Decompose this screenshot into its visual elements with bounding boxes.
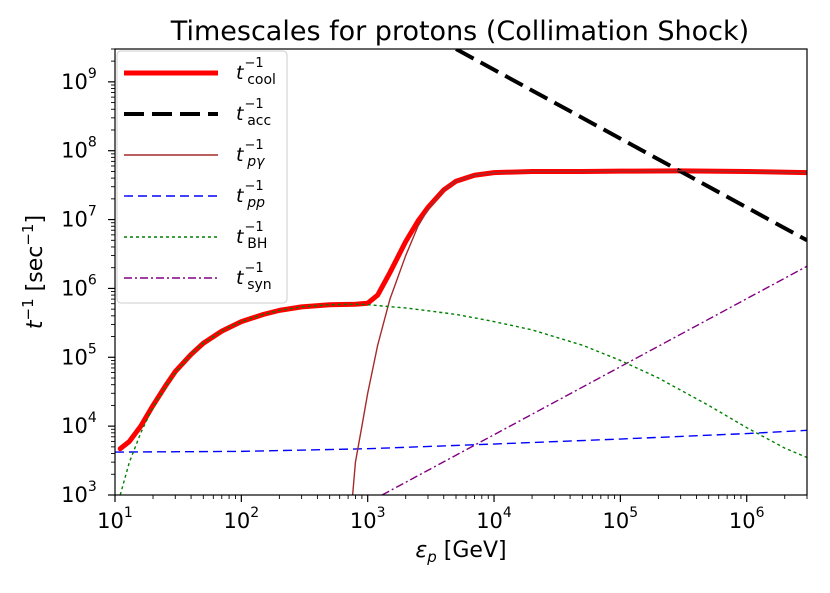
legend: t−1 cool t−1 acc t−1 pγ t−1 pp t−1 BH t−1 syn	[116, 50, 288, 304]
x-tick-label: 102	[224, 505, 260, 533]
x-tick-label: 104	[476, 505, 512, 533]
y-tick-label: 105	[61, 341, 97, 369]
y-tick-label: 109	[61, 66, 97, 94]
y-tick-label: 104	[61, 410, 97, 438]
y-tick-label: 108	[61, 135, 97, 163]
x-axis-label: εp [GeV]	[415, 538, 506, 566]
y-tick-label: 107	[61, 204, 97, 232]
x-tick-label: 103	[350, 505, 386, 533]
y-axis-label: t−1 [sec−1]	[19, 215, 48, 329]
legend-label-syn: t−1 syn	[236, 261, 272, 293]
series-layer	[115, 49, 807, 495]
x-tick-label: 105	[603, 505, 639, 533]
y-axis: 103 104 105 106 107 108 109	[61, 48, 115, 507]
series-line-syn	[381, 265, 807, 495]
series-line-acc	[455, 49, 807, 243]
series-line-pgamma	[351, 170, 807, 495]
y-tick-label: 106	[61, 272, 97, 300]
legend-label-cool: t−1 cool	[236, 56, 276, 88]
legend-label-pp: t−1 pp	[236, 179, 265, 211]
legend-label-acc: t−1 acc	[236, 97, 271, 129]
x-tick-label: 101	[97, 505, 133, 533]
x-tick-label: 106	[729, 505, 765, 533]
x-axis: 101 102 103 104 105 106	[97, 495, 808, 533]
legend-label-bh: t−1 BH	[236, 220, 267, 252]
chart-title: Timescales for protons (Collimation Shoc…	[170, 16, 749, 47]
legend-label-pgamma: t−1 pγ	[236, 138, 265, 170]
y-tick-label: 103	[61, 479, 97, 507]
series-line-pp	[115, 429, 807, 453]
plot-frame	[114, 48, 808, 496]
